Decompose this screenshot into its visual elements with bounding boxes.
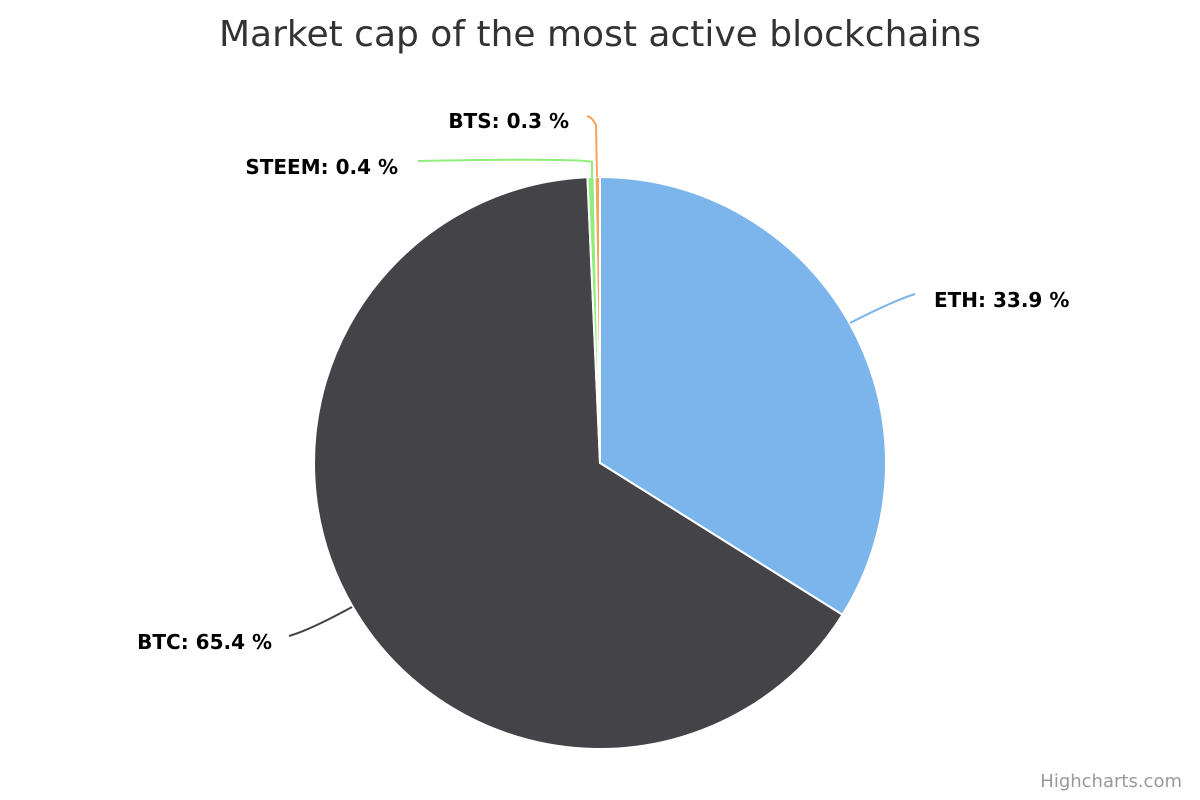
credits-link[interactable]: Highcharts.com <box>1040 771 1182 792</box>
data-label-steem: STEEM: 0.4 % <box>245 155 398 179</box>
connector-btc <box>288 606 353 637</box>
data-label-btc: BTC: 65.4 % <box>137 630 272 654</box>
connector-eth <box>849 293 916 324</box>
chart-title: Market cap of the most active blockchain… <box>218 14 982 55</box>
data-label-eth: ETH: 33.9 % <box>934 288 1069 312</box>
pie-slice-eth[interactable] <box>599 176 887 616</box>
pie-slice-bts[interactable] <box>593 175 601 464</box>
pie-slice-btc[interactable] <box>313 176 844 750</box>
data-label-bts: BTS: 0.3 % <box>448 109 569 133</box>
connector-bts <box>586 115 598 178</box>
connector-steem <box>417 158 593 178</box>
